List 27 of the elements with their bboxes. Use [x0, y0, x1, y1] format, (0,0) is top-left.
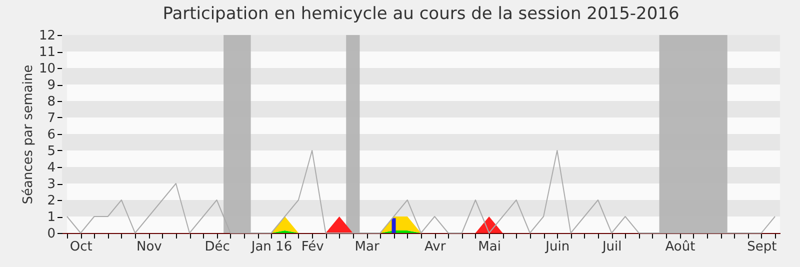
x-tick-label: Juin	[544, 240, 570, 254]
x-tick-label: Jan 16	[250, 240, 292, 254]
y-tick-label: 1	[47, 210, 56, 225]
x-tick-label: Juil	[601, 240, 622, 254]
x-tick-label: Déc	[204, 240, 230, 254]
y-tick-label: 4	[47, 160, 56, 176]
x-tick-label: Août	[665, 240, 696, 254]
y-tick-label: 3	[47, 177, 56, 192]
x-tick-label: Oct	[70, 240, 92, 254]
y-tick-label: 12	[38, 28, 56, 44]
y-tick-label: 11	[38, 45, 56, 60]
y-tick-label: 6	[47, 128, 56, 142]
y-tick-label: 9	[47, 78, 56, 93]
y-tick-label: 8	[47, 94, 56, 110]
y-axis-title: Séances par semaine	[20, 64, 36, 204]
x-tick-label: Avr	[424, 240, 446, 254]
x-tick-label: Mai	[478, 240, 501, 254]
x-tick-label: Sept	[747, 240, 777, 254]
chart-title: Participation en hemicycle au cours de la session 2015-2016	[162, 4, 680, 24]
x-tick-label: Nov	[136, 240, 162, 254]
y-tick-label: 2	[47, 194, 56, 208]
y-tick-label: 10	[38, 62, 56, 76]
x-tick-label: Fév	[301, 240, 324, 254]
x-tick-label: Mar	[354, 240, 380, 254]
y-tick-label: 5	[47, 144, 56, 159]
y-tick-label: 7	[47, 111, 56, 126]
y-tick-label: 0	[47, 226, 56, 242]
